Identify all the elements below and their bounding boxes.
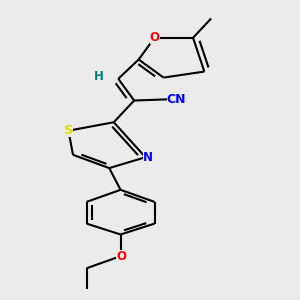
Text: S: S <box>64 124 73 137</box>
Text: O: O <box>149 31 160 44</box>
Text: CN: CN <box>167 93 186 106</box>
Text: O: O <box>116 250 127 263</box>
Text: N: N <box>143 151 153 164</box>
Text: H: H <box>94 70 104 83</box>
